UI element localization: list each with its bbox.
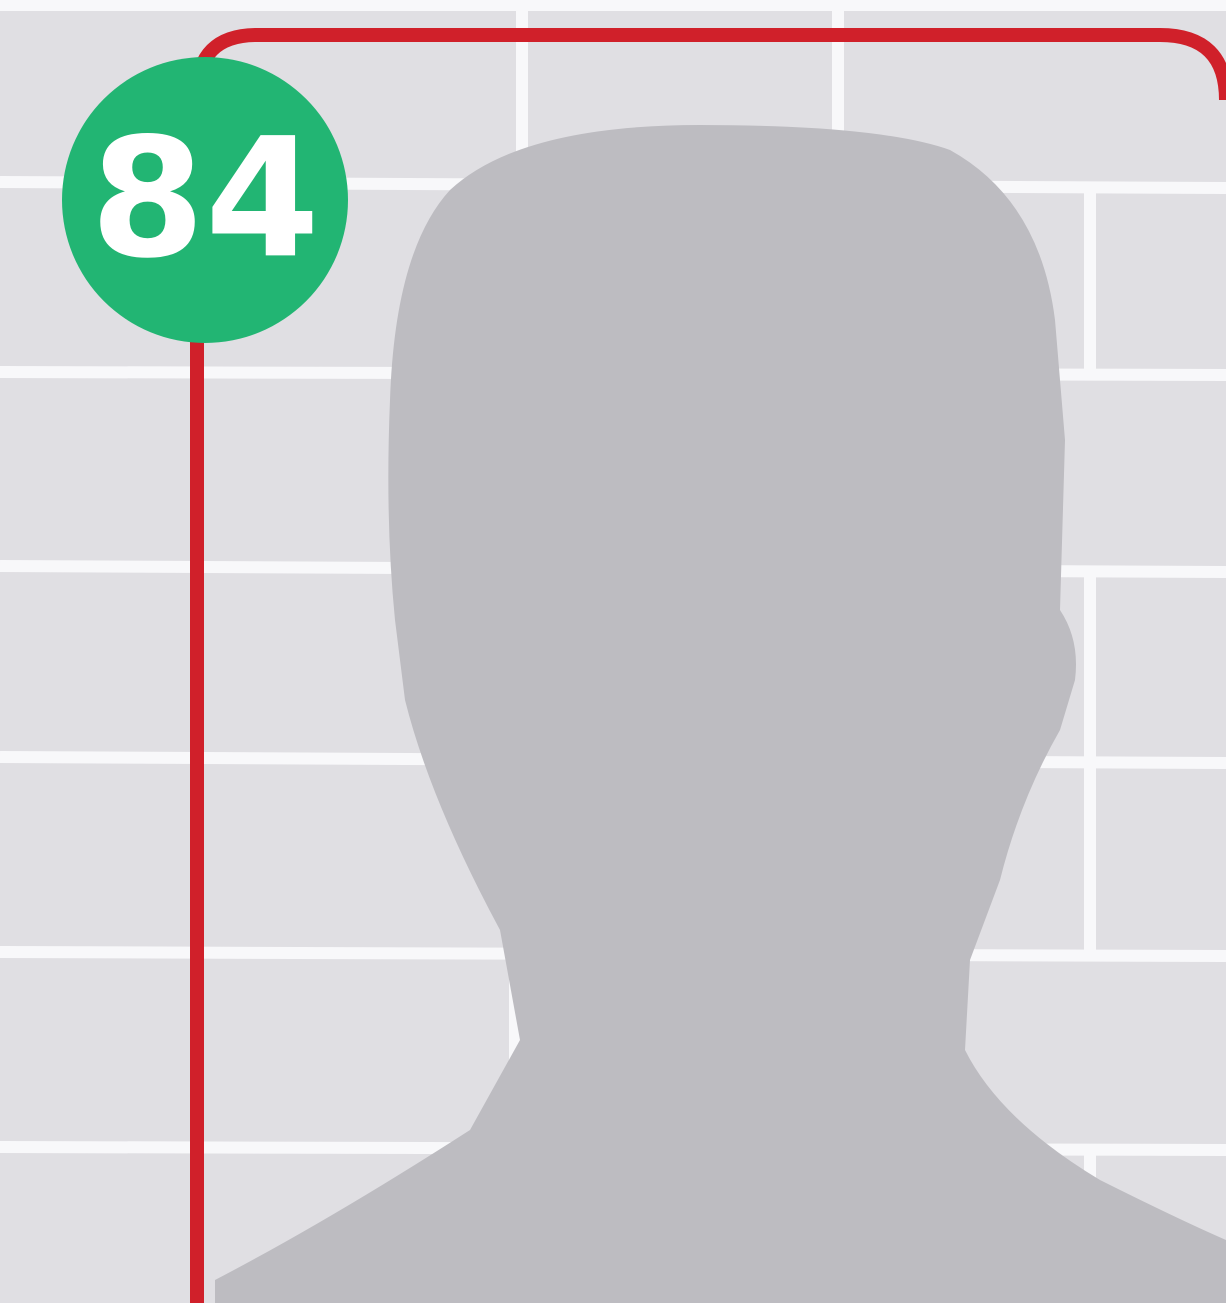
badge-label: 84 xyxy=(90,102,320,294)
page: 84 (() => { const data = JSON.parse(docu… xyxy=(0,0,1226,1303)
avatar-card: 84 xyxy=(0,0,1226,1303)
